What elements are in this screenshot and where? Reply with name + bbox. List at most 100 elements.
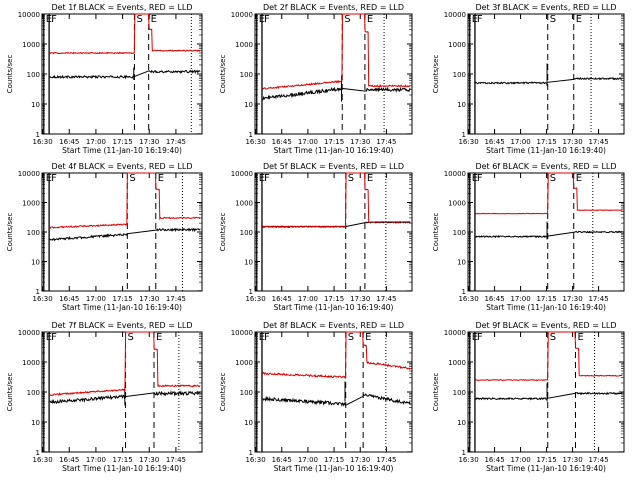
panel-title: Det 1f BLACK = Events, RED = LLD — [51, 3, 192, 12]
time-marker-label: S — [550, 332, 556, 343]
x-tick-label: 17:30 — [562, 295, 582, 303]
plot-frame — [467, 331, 625, 453]
y-tick-label: 100 — [27, 71, 40, 79]
lld-series-line — [475, 172, 623, 215]
events-series-line — [475, 230, 623, 239]
events-series-line — [262, 393, 411, 407]
panel-7: Det 7f BLACK = Events, RED = LLD 1 10 100 10… — [6, 321, 203, 473]
events-series-line — [49, 390, 201, 405]
x-tick-label: 16:30 — [245, 295, 265, 303]
y-tick-label: 10000 — [231, 11, 253, 19]
panel-5: Det 5f BLACK = Events, RED = LLD 1 10 100 10… — [219, 162, 413, 312]
panel-6: Det 6f BLACK = Events, RED = LLD 1 10 100 10… — [432, 162, 625, 312]
x-axis-label: Start Time (11-Jan-10 16:19:40) — [62, 303, 182, 312]
x-tick-label: 17:45 — [588, 138, 608, 146]
x-tick-label: 17:15 — [112, 295, 132, 303]
y-tick-label: 1000 — [235, 359, 253, 367]
y-tick-label: 10000 — [18, 170, 40, 178]
x-tick-label: 17:15 — [112, 456, 132, 464]
x-tick-label: 17:00 — [298, 138, 318, 146]
y-axis-label: Counts/sec — [432, 213, 440, 252]
x-tick-label: 16:30 — [458, 138, 478, 146]
time-marker-label: S — [348, 173, 354, 184]
lld-series-line — [262, 172, 411, 228]
x-tick-label: 16:45 — [59, 138, 79, 146]
y-axis-label: Counts/sec — [219, 213, 227, 252]
x-tick-label: 17:00 — [298, 295, 318, 303]
x-tick-label: 17:30 — [350, 456, 370, 464]
y-tick-label: 10000 — [231, 170, 253, 178]
lld-series-line — [49, 331, 201, 396]
y-tick-label: 10000 — [444, 11, 466, 19]
time-marker-label: E — [576, 14, 582, 25]
x-axis-label: Start Time (11-Jan-10 16:19:40) — [62, 464, 182, 473]
x-tick-label: 17:00 — [510, 138, 530, 146]
time-marker-label: S — [129, 173, 135, 184]
x-tick-label: 17:30 — [562, 456, 582, 464]
time-marker-label: S — [136, 14, 142, 25]
y-tick-label: 10000 — [18, 329, 40, 337]
y-tick-label: 10 — [31, 259, 40, 267]
lld-series-line — [49, 172, 201, 229]
x-axis-label: Start Time (11-Jan-10 16:19:40) — [486, 146, 606, 155]
x-axis-label: Start Time (11-Jan-10 16:19:40) — [62, 146, 182, 155]
panel-title: Det 7f BLACK = Events, RED = LLD — [51, 321, 192, 330]
y-tick-label: 100 — [240, 229, 253, 237]
y-tick-label: 10 — [244, 259, 253, 267]
time-marker-label: S — [344, 14, 350, 25]
panel-title: Det 8f BLACK = Events, RED = LLD — [263, 321, 404, 330]
events-series-line — [475, 391, 623, 401]
y-tick-label: 1 — [36, 131, 40, 139]
y-tick-label: 1000 — [22, 41, 40, 49]
panel-9: Det 9f BLACK = Events, RED = LLD 1 10 100 10… — [432, 321, 625, 473]
x-tick-label: 16:45 — [484, 138, 504, 146]
panel-3: Det 3f BLACK = Events, RED = LLD 1 10 100 10… — [432, 3, 625, 155]
y-tick-label: 1000 — [22, 359, 40, 367]
x-tick-label: 16:30 — [32, 456, 52, 464]
x-tick-label: 16:30 — [458, 295, 478, 303]
time-marker-label: S — [550, 173, 556, 184]
x-tick-label: 17:45 — [376, 295, 396, 303]
time-marker-label: S — [128, 332, 134, 343]
x-tick-label: 17:30 — [350, 138, 370, 146]
panel-title: Det 2f BLACK = Events, RED = LLD — [263, 3, 404, 12]
y-tick-label: 1000 — [448, 41, 466, 49]
x-tick-label: 17:45 — [166, 456, 186, 464]
time-marker-label: F — [264, 173, 270, 184]
y-tick-label: 100 — [453, 389, 466, 397]
y-tick-label: 10 — [244, 101, 253, 109]
time-marker-label: F — [477, 332, 483, 343]
y-axis-label: Counts/sec — [432, 373, 440, 412]
x-tick-label: 16:45 — [272, 295, 292, 303]
panel-title: Det 6f BLACK = Events, RED = LLD — [475, 162, 616, 171]
y-tick-label: 100 — [453, 229, 466, 237]
panel-title: Det 5f BLACK = Events, RED = LLD — [263, 162, 404, 171]
events-series-line — [475, 77, 623, 85]
y-tick-label: 1 — [249, 288, 253, 296]
panel-4: Det 4f BLACK = Events, RED = LLD 1 10 100 10… — [6, 162, 203, 312]
time-marker-label: F — [51, 14, 57, 25]
time-marker-label: F — [477, 173, 483, 184]
x-tick-label: 17:30 — [139, 138, 159, 146]
panel-1: Det 1f BLACK = Events, RED = LLD 1 10 100 10… — [6, 3, 203, 155]
y-tick-label: 1 — [36, 288, 40, 296]
y-tick-label: 10000 — [444, 170, 466, 178]
x-tick-label: 16:45 — [59, 456, 79, 464]
y-tick-label: 1000 — [448, 359, 466, 367]
x-tick-label: 17:00 — [86, 295, 106, 303]
x-tick-label: 16:30 — [245, 456, 265, 464]
x-tick-label: 16:45 — [272, 456, 292, 464]
x-tick-label: 17:15 — [536, 295, 556, 303]
x-tick-label: 16:45 — [484, 456, 504, 464]
time-marker-label: F — [51, 173, 57, 184]
y-tick-label: 1 — [462, 131, 466, 139]
y-tick-label: 10 — [457, 101, 466, 109]
x-tick-label: 17:15 — [324, 295, 344, 303]
lld-series-line — [262, 13, 411, 90]
panel-title: Det 3f BLACK = Events, RED = LLD — [475, 3, 616, 12]
y-tick-label: 1000 — [235, 41, 253, 49]
x-tick-label: 17:15 — [536, 456, 556, 464]
plot-frame — [467, 13, 625, 135]
time-marker-label: E — [367, 173, 373, 184]
